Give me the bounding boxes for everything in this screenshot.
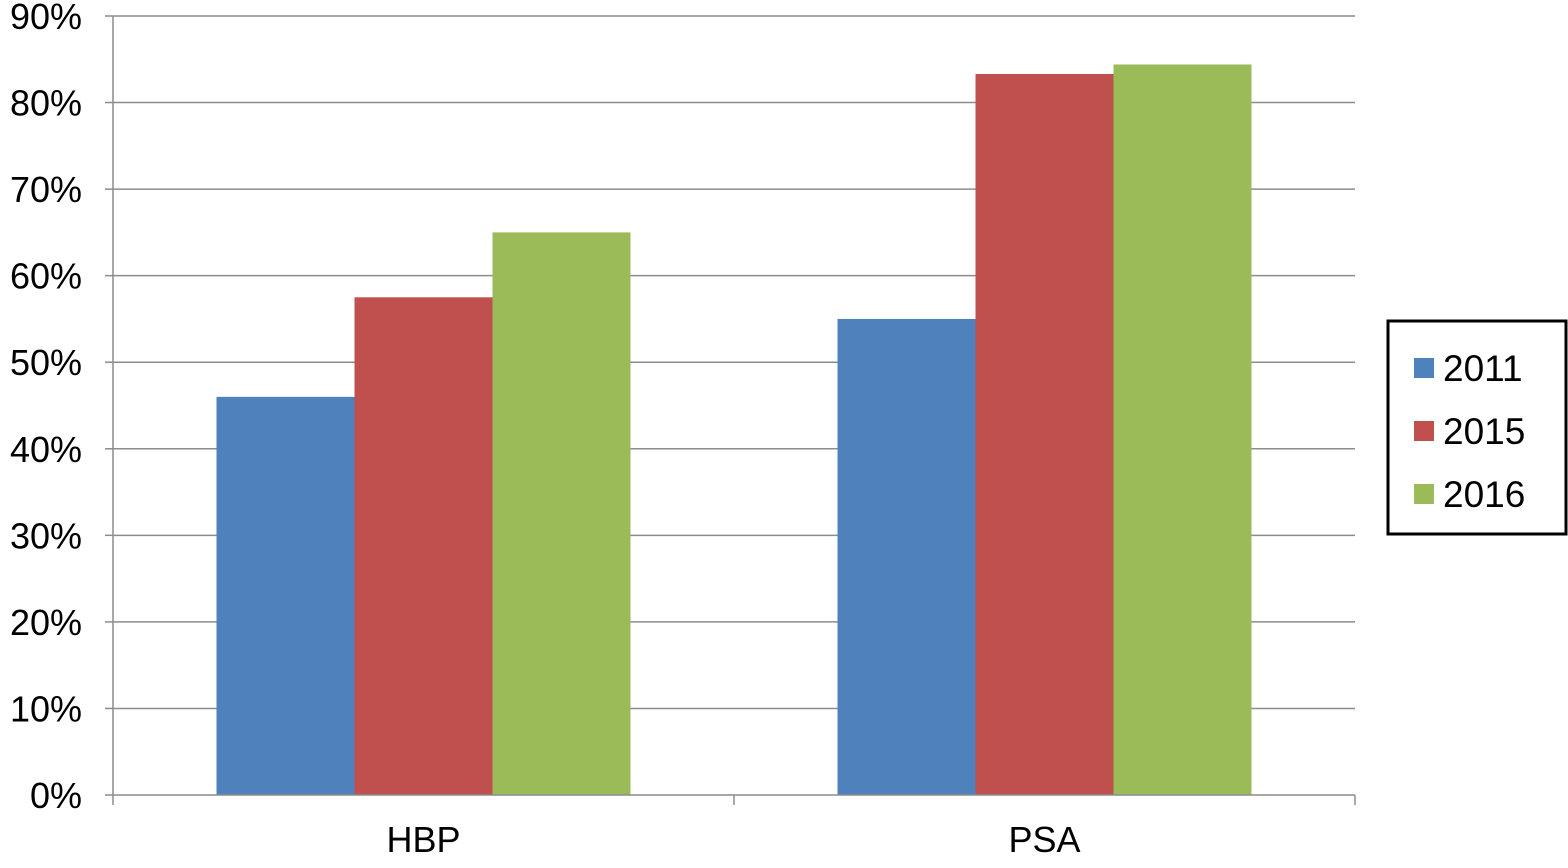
y-axis-tick-labels: 0% 10% 20% 30% 40% 50% 60% 70% 80% 90% (10, 0, 82, 816)
legend-label-2011: 2011 (1443, 348, 1523, 389)
y-tick-label: 90% (10, 0, 82, 37)
bar-psa-2016 (1113, 64, 1252, 795)
y-tick-label: 10% (10, 688, 82, 729)
x-tick-label: PSA (1008, 819, 1080, 860)
y-tick-label: 60% (10, 256, 82, 297)
y-tick-label: 50% (10, 342, 82, 383)
legend-swatch-2015 (1414, 421, 1434, 441)
bars (216, 64, 1252, 795)
legend-swatch-2016 (1414, 484, 1434, 504)
y-tick-label: 30% (10, 515, 82, 556)
legend-swatch-2011 (1414, 358, 1434, 378)
y-tick-label: 0% (30, 775, 82, 816)
x-axis-tick-labels: HBP PSA (386, 819, 1080, 860)
x-tick-label: HBP (386, 819, 460, 860)
bar-hbp-2015 (354, 297, 493, 795)
bar-hbp-2016 (492, 232, 631, 795)
axes (105, 15, 1356, 805)
y-tick-label: 20% (10, 602, 82, 643)
legend-label-2015: 2015 (1443, 411, 1525, 452)
y-tick-label: 80% (10, 83, 82, 124)
legend-label-2016: 2016 (1443, 474, 1525, 515)
y-tick-label: 70% (10, 169, 82, 210)
legend: 2011 2015 2016 (1386, 319, 1568, 536)
bar-hbp-2011 (216, 396, 355, 795)
bar-psa-2011 (837, 318, 976, 795)
y-tick-label: 40% (10, 429, 82, 470)
bar-psa-2015 (975, 73, 1114, 795)
